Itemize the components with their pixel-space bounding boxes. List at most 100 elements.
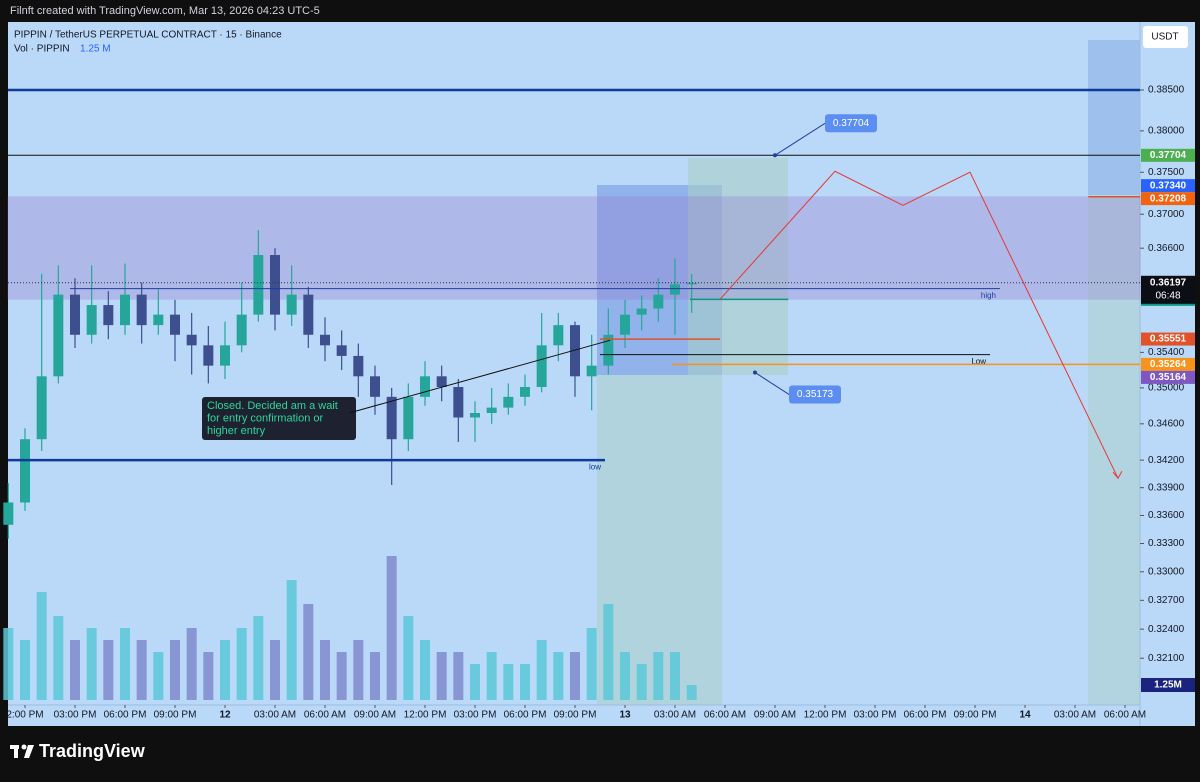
x-tick-label: 06:00 PM [504,710,547,721]
volume-bar [553,652,564,700]
y-tick-label: 0.34200 [1148,455,1185,466]
logo-part [24,745,34,758]
volume-bar [170,640,180,700]
level-label: high [981,291,996,300]
volume-bar [653,652,664,700]
chart-title: PIPPIN / TetherUS PERPETUAL CONTRACT · 1… [14,30,282,41]
brand: TradingView [39,741,146,761]
volume-bar [670,652,680,700]
candle-body [336,345,347,356]
credit: Filnft created with TradingView.com, Mar… [10,5,320,17]
volume-bar [353,640,364,700]
volume-bar [20,640,30,700]
callout-line [774,122,826,156]
y-tick-label: 0.32700 [1148,595,1185,606]
candle-body [253,255,264,315]
x-tick-label: 09:00 PM [954,710,997,721]
volume-bar [436,652,447,700]
candle-body [103,305,114,326]
candle-body [303,294,314,335]
candle-body [220,345,230,366]
volume-bar [220,640,230,700]
candle-body [570,325,580,377]
volume-bar [303,604,314,700]
last-price-box [1141,275,1195,304]
volume-bar [36,592,47,700]
x-tick-label: 03:00 PM [854,710,897,721]
volume-bar [503,664,514,700]
y-tick-label: 0.33300 [1148,538,1185,549]
logo-part [14,745,18,758]
note-box [202,397,356,440]
x-tick-label: 06:00 PM [904,710,947,721]
price-label-box [1141,179,1195,193]
volume-bar [386,556,397,700]
note-line: for entry confirmation or [207,412,323,424]
volume-bar [586,628,597,700]
volume-legend-value: 1.25 M [80,44,111,55]
candle-body [36,376,47,440]
volume-bar [120,628,130,700]
callout-point [753,370,757,375]
price-label-box [1141,192,1195,206]
callout-box [825,114,877,133]
x-tick-label: 03:00 AM [254,710,296,721]
candle-body [420,376,430,397]
x-tick-label: 06:00 PM [104,710,147,721]
last-price: 0.36197 [1150,277,1187,288]
candle-body [136,294,147,326]
volume-label: 1.25M [1154,680,1182,691]
currency[interactable]: USDT [1151,32,1178,43]
candle-body [153,314,164,326]
x-tick-label: 09:00 PM [554,710,597,721]
right-zone [1088,40,1140,195]
candle-body [486,407,497,413]
trendline [349,339,611,414]
level-label: low [589,462,601,471]
volume-bar [570,652,580,700]
countdown: 06:48 [1155,290,1180,301]
x-tick-label: 09:00 PM [154,710,197,721]
y-tick-label: 0.33900 [1148,482,1185,493]
volume-bar [620,652,630,700]
currency-box[interactable] [1143,26,1188,48]
zone [7,196,1141,300]
volume-bar [470,664,480,700]
x-tick-label: 09:00 AM [754,710,796,721]
price-label-box [1141,148,1195,162]
y-tick-label: 0.35000 [1148,383,1185,394]
y-tick-label: 0.33000 [1148,566,1185,577]
candle-body [386,396,397,440]
x-tick-label: 2:00 PM [6,710,43,721]
x-tick-label: 03:00 PM [54,710,97,721]
volume-label-box [1141,678,1195,692]
candle-body [620,314,630,335]
y-tick-label: 0.37500 [1148,167,1185,178]
callout-label: 0.35173 [797,389,834,400]
tradingview-logo [10,744,34,758]
y-tick-label: 0.32100 [1148,653,1185,664]
candle-body [686,282,697,285]
volume-bar [453,652,464,700]
candle-body [470,412,480,418]
note-line: higher entry [207,425,266,437]
price-label-box [1141,357,1195,371]
candle-body [203,345,214,366]
y-tick-label: 0.38500 [1148,85,1185,96]
volume-bar [153,652,164,700]
x-tick-label: 03:00 AM [654,710,696,721]
volume-bar [636,664,647,700]
y-tick-label: 0.32400 [1148,624,1185,635]
x-tick-label: 06:00 AM [304,710,346,721]
candle-body [86,305,97,335]
candle-body [120,294,130,326]
candle-body [3,502,14,525]
x-tick-label: 13 [619,710,631,721]
candle-body [603,334,614,366]
price-label: 0.37340 [1150,180,1187,191]
x-tick-label: 06:00 AM [1104,710,1146,721]
volume-bar [320,640,330,700]
candle-body [236,314,247,346]
